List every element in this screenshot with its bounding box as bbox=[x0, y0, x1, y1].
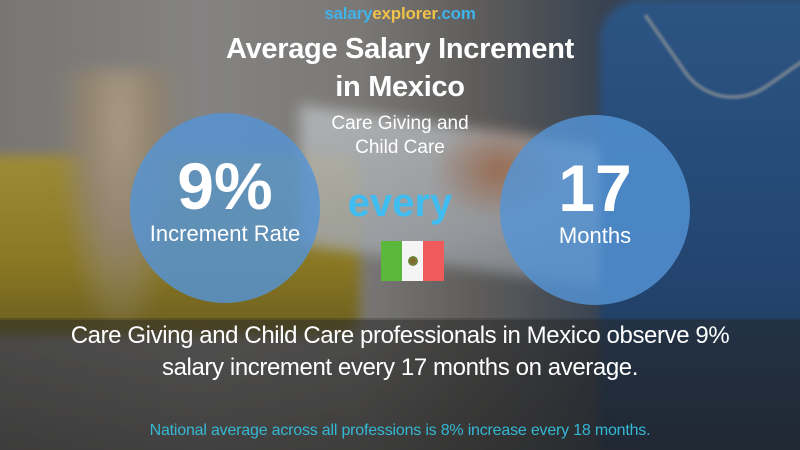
brand-logo: salaryexplorer.com bbox=[0, 4, 800, 24]
summary-text: Care Giving and Child Care professionals… bbox=[0, 320, 800, 384]
summary-band bbox=[0, 318, 800, 450]
flag-green-stripe bbox=[381, 241, 402, 281]
period-months-value: 17 bbox=[558, 151, 632, 225]
flag-red-stripe bbox=[423, 241, 444, 281]
summary-line-1: Care Giving and Child Care professionals… bbox=[70, 322, 730, 349]
page-title: Average Salary Increment in Mexico bbox=[0, 30, 800, 106]
increment-rate-circle: 9% Increment Rate bbox=[130, 113, 320, 303]
period-months-label: Months bbox=[558, 223, 632, 248]
national-average-note: National average across all professions … bbox=[149, 422, 651, 439]
every-connector: every bbox=[347, 181, 453, 225]
eagle-emblem-icon bbox=[407, 256, 418, 266]
summary-line-2: salary increment every 17 months on aver… bbox=[162, 354, 638, 381]
brand-part-explorer: explorer bbox=[372, 4, 437, 23]
title-line-1: Average Salary Increment bbox=[226, 33, 574, 65]
subtitle-line-2: Child Care bbox=[355, 137, 445, 158]
increment-rate-label: Increment Rate bbox=[149, 221, 301, 246]
mexico-flag-icon bbox=[381, 241, 444, 281]
profession-subtitle: Care Giving and Child Care bbox=[0, 112, 800, 160]
flag-white-stripe bbox=[402, 241, 423, 281]
title-line-2: in Mexico bbox=[335, 71, 465, 103]
increment-rate-value: 9% bbox=[177, 149, 273, 223]
brand-part-tld: .com bbox=[436, 4, 476, 23]
period-months-circle: 17 Months bbox=[500, 115, 690, 305]
brand-part-salary: salary bbox=[324, 4, 373, 23]
subtitle-line-1: Care Giving and bbox=[331, 113, 469, 134]
background-floor bbox=[0, 320, 800, 450]
